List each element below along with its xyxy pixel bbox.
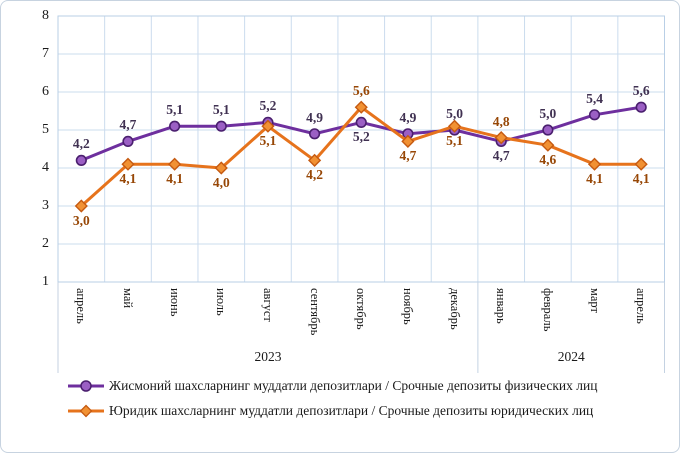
month-label-5: сентябрь bbox=[307, 288, 322, 336]
data-point-label: 4,1 bbox=[119, 171, 137, 187]
y-tick-label: 1 bbox=[42, 274, 49, 289]
legend-marker-circle-icon bbox=[67, 379, 107, 393]
data-point-label: 4,6 bbox=[539, 152, 557, 168]
data-point-diamond bbox=[74, 199, 88, 213]
data-point-label: 5,1 bbox=[446, 133, 463, 149]
data-point-circle bbox=[542, 124, 554, 136]
legend-item-legal-entities: Юридик шахсларнинг муддатли депозитлари … bbox=[67, 403, 597, 419]
month-label-4: август bbox=[260, 288, 275, 322]
year-label-2024: 2024 bbox=[557, 349, 585, 364]
data-point-label: 5,6 bbox=[632, 83, 650, 99]
data-point-circle bbox=[75, 154, 87, 166]
data-point-circle bbox=[169, 120, 181, 132]
month-label-9: январь bbox=[494, 288, 509, 324]
data-point-label: 4,9 bbox=[306, 109, 324, 125]
data-point-diamond bbox=[354, 100, 368, 114]
data-point-diamond bbox=[541, 138, 555, 152]
data-point-label: 4,7 bbox=[492, 148, 510, 164]
year-label-2023: 2023 bbox=[254, 349, 282, 364]
data-point-label: 5,0 bbox=[539, 106, 557, 121]
legend: Жисмоний шахсларнинг муддатли депозитлар… bbox=[67, 378, 597, 419]
data-point-label: 4,2 bbox=[306, 167, 324, 183]
data-point-label: 5,0 bbox=[446, 106, 463, 121]
data-point-diamond bbox=[261, 119, 275, 133]
data-point-circle bbox=[635, 101, 647, 113]
data-point-label: 5,6 bbox=[352, 83, 370, 99]
data-point-circle bbox=[308, 128, 321, 140]
data-point-diamond bbox=[447, 119, 462, 133]
legend-label-legal-entities: Юридик шахсларнинг муддатли депозитлари … bbox=[109, 403, 594, 418]
data-point-label: 4,7 bbox=[399, 148, 417, 164]
data-point-diamond bbox=[214, 161, 228, 175]
data-point-label: 4,1 bbox=[632, 171, 650, 187]
data-point-label: 4,2 bbox=[72, 136, 90, 152]
data-point-circle bbox=[588, 109, 601, 121]
data-point-label: 4,0 bbox=[212, 175, 230, 190]
month-label-6: октябрь bbox=[354, 288, 369, 330]
month-label-11: март bbox=[587, 288, 602, 313]
legend-label-individuals: Жисмоний шахсларнинг муддатли депозитлар… bbox=[109, 378, 598, 393]
data-point-label: 5,1 bbox=[259, 133, 277, 149]
plot-border bbox=[57, 15, 665, 283]
data-point-diamond bbox=[168, 157, 182, 171]
data-point-label: 4,1 bbox=[166, 171, 184, 187]
y-tick-label: 2 bbox=[42, 236, 49, 251]
legend-marker-diamond-icon bbox=[67, 404, 107, 418]
month-label-1: май bbox=[120, 288, 135, 309]
data-point-circle bbox=[122, 135, 134, 147]
data-point-circle bbox=[215, 120, 227, 132]
data-point-label: 4,9 bbox=[399, 109, 417, 125]
legend-item-individuals: Жисмоний шахсларнинг муддатли депозитлар… bbox=[67, 378, 597, 394]
data-point-diamond bbox=[634, 157, 648, 171]
month-label-12: апрель bbox=[634, 288, 649, 324]
data-point-label: 3,0 bbox=[72, 213, 90, 228]
data-point-label: 5,1 bbox=[166, 102, 184, 118]
data-point-diamond bbox=[494, 131, 508, 145]
data-point-label: 4,7 bbox=[119, 117, 137, 133]
data-point-diamond bbox=[401, 134, 415, 148]
y-tick-label: 4 bbox=[42, 160, 49, 175]
data-point-label: 4,1 bbox=[586, 171, 603, 187]
y-tick-label: 7 bbox=[42, 46, 49, 61]
data-point-label: 5,4 bbox=[586, 90, 603, 106]
data-point-diamond bbox=[587, 157, 602, 171]
month-label-2: июнь bbox=[167, 288, 182, 317]
month-label-3: июль bbox=[214, 288, 229, 316]
y-tick-label: 6 bbox=[42, 84, 49, 99]
data-point-label: 5,1 bbox=[212, 102, 230, 118]
data-point-label: 5,2 bbox=[259, 98, 277, 114]
data-point-diamond bbox=[121, 157, 135, 171]
y-tick-label: 8 bbox=[42, 8, 49, 23]
data-point-label: 4,8 bbox=[492, 113, 510, 129]
data-point-label: 5,2 bbox=[352, 129, 370, 145]
month-label-10: февраль bbox=[540, 288, 555, 332]
data-point-diamond bbox=[308, 153, 322, 167]
data-point-circle bbox=[355, 116, 367, 128]
month-label-7: ноябрь bbox=[400, 288, 415, 325]
month-label-8: декабрь bbox=[447, 288, 462, 330]
month-label-0: апрель bbox=[74, 288, 89, 324]
y-tick-label: 5 bbox=[42, 122, 49, 137]
y-tick-label: 3 bbox=[42, 198, 49, 213]
